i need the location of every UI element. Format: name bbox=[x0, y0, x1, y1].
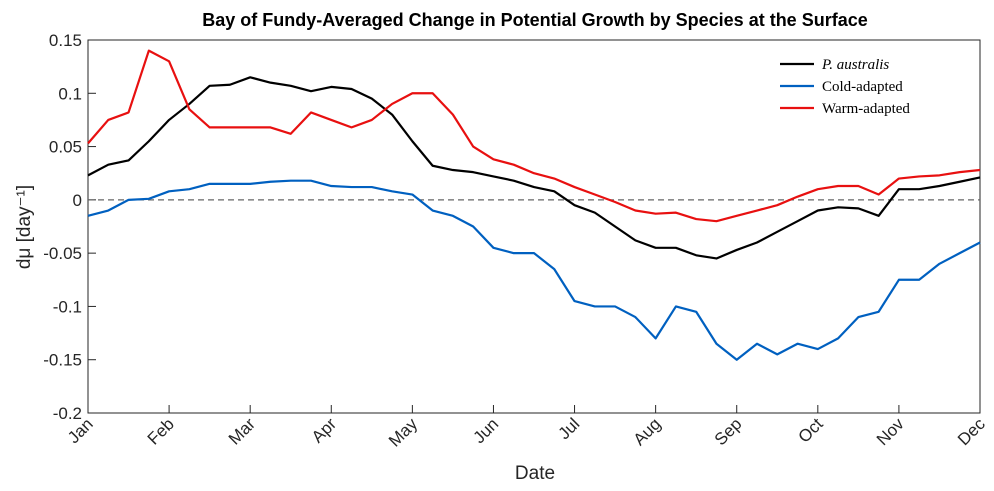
y-tick-label: 0.15 bbox=[49, 31, 82, 50]
x-tick-label: Nov bbox=[873, 414, 908, 449]
x-tick-label: May bbox=[385, 414, 421, 450]
y-tick-label: -0.1 bbox=[53, 297, 82, 316]
plot-frame bbox=[87, 39, 981, 414]
y-tick-label: -0.2 bbox=[53, 404, 82, 423]
x-tick-label: Jun bbox=[469, 414, 502, 447]
x-tick-label: Oct bbox=[795, 414, 827, 446]
x-tick-label: Jul bbox=[555, 414, 584, 443]
y-tick-label: 0.1 bbox=[58, 84, 82, 103]
chart-title: Bay of Fundy-Averaged Change in Potentia… bbox=[202, 10, 867, 30]
x-tick-label: Aug bbox=[630, 414, 665, 449]
legend-label: Cold-adapted bbox=[822, 79, 903, 95]
x-tick-label: Dec bbox=[954, 414, 989, 449]
series-line bbox=[87, 49, 981, 223]
x-tick-label: Feb bbox=[144, 414, 178, 448]
legend-label: Warm-adapted bbox=[822, 101, 910, 117]
series-line bbox=[87, 179, 981, 361]
x-tick-label: Apr bbox=[308, 414, 340, 446]
x-axis-label: Date bbox=[515, 463, 555, 484]
legend-label: P. australis bbox=[821, 57, 889, 73]
x-tick-label: Sep bbox=[711, 414, 746, 449]
x-tick-label: Mar bbox=[225, 414, 259, 448]
y-tick-label: -0.15 bbox=[43, 351, 82, 370]
y-tick-label: 0.05 bbox=[49, 138, 82, 157]
y-axis-label: dμ [day⁻¹] bbox=[14, 185, 35, 269]
y-tick-label: -0.05 bbox=[43, 244, 82, 263]
series-line bbox=[87, 76, 981, 260]
y-tick-label: 0 bbox=[73, 191, 82, 210]
